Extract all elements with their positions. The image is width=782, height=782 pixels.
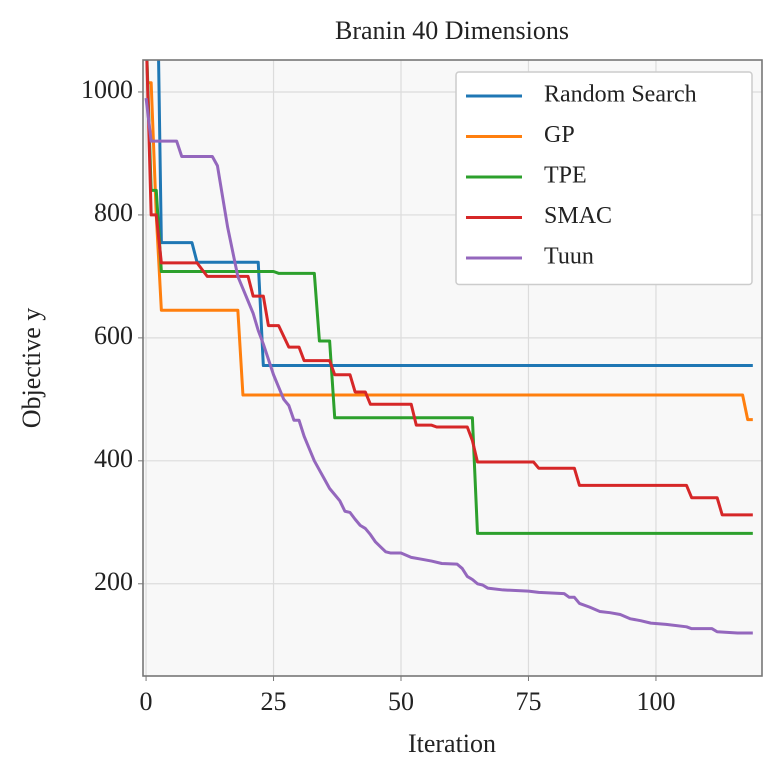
legend-label: Tuun [544, 244, 594, 270]
x-tick-label: 0 [140, 687, 153, 716]
y-tick-label: 400 [94, 444, 133, 473]
x-axis-label: Iteration [408, 729, 496, 758]
legend-box [455, 71, 753, 286]
legend-label: Random Search [544, 82, 697, 108]
ticks: 0 25 50 75 100 200 400 600 800 1000 [81, 75, 675, 716]
series-line [157, 60, 753, 368]
x-tick-label: 75 [515, 687, 541, 716]
chart-title: Branin 40 Dimensions [335, 16, 569, 45]
x-tick-label: 100 [636, 687, 675, 716]
plot-frame [142, 59, 763, 677]
series-line [146, 81, 753, 422]
legend-label: SMAC [544, 203, 612, 229]
x-tick-label: 50 [388, 687, 414, 716]
y-axis-label: Objective y [17, 308, 46, 429]
y-tick-label: 800 [94, 198, 133, 227]
y-tick-label: 600 [94, 321, 133, 350]
legend-label: GP [544, 122, 575, 148]
lines [144, 60, 753, 635]
legend: Random Search GP TPE SMAC Tuun [455, 71, 753, 286]
series-line [145, 60, 753, 517]
x-tick-label: 25 [261, 687, 287, 716]
series-line [145, 60, 753, 535]
y-tick-label: 1000 [81, 75, 133, 104]
series-line [144, 97, 753, 635]
legend-label: TPE [544, 163, 587, 189]
y-tick-label: 200 [94, 567, 133, 596]
